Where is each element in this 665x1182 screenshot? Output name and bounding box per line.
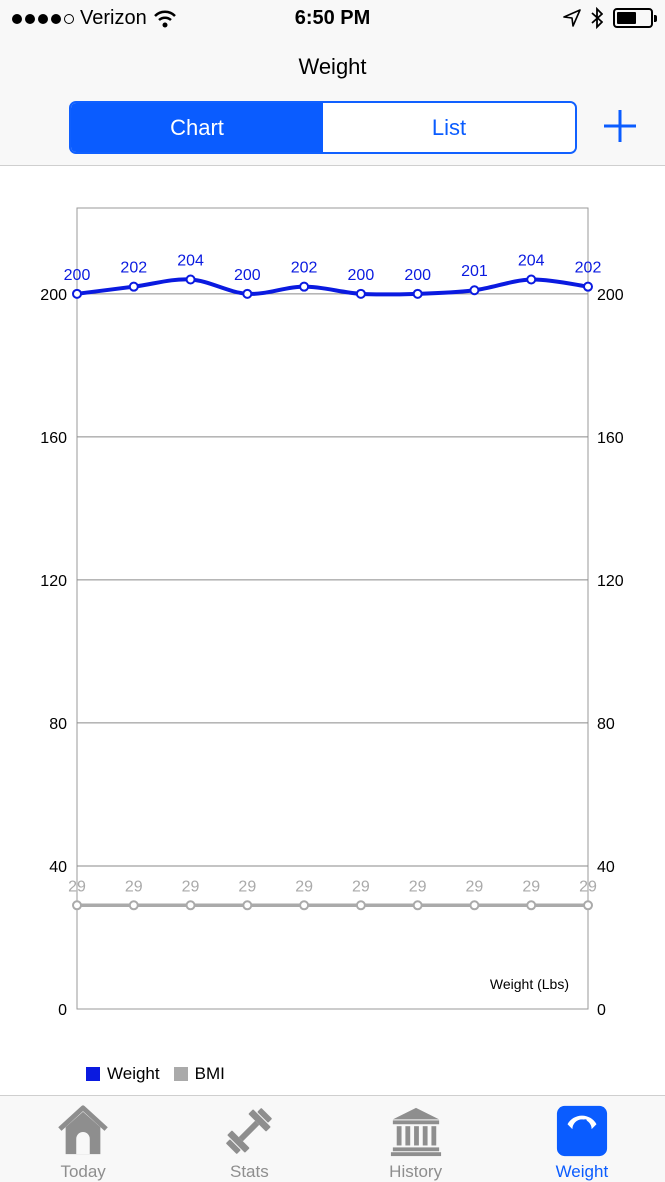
house-icon: [55, 1104, 111, 1158]
data-point-weight: [243, 290, 251, 298]
data-point-bmi: [130, 901, 138, 909]
data-point-weight: [584, 283, 592, 291]
navigation-bar: Weight Chart List: [0, 40, 665, 166]
tab-weight[interactable]: Weight: [499, 1096, 665, 1182]
data-label-weight: 200: [234, 267, 261, 284]
legend-item-bmi: BMI: [174, 1064, 225, 1084]
data-point-bmi: [470, 901, 478, 909]
data-point-bmi: [414, 901, 422, 909]
weight-chart: 0 0 40 40 80 80 120 120 160 160 200 200 Weight (Lbs)…: [0, 167, 665, 1097]
data-label-weight: 204: [518, 253, 545, 270]
page-title: Weight: [0, 54, 665, 80]
data-label-bmi: 29: [352, 878, 370, 895]
data-label-weight: 200: [64, 267, 91, 284]
chart-legend: Weight BMI: [86, 1064, 233, 1084]
data-point-bmi: [527, 901, 535, 909]
data-point-bmi: [300, 901, 308, 909]
data-label-weight: 202: [575, 260, 602, 277]
series-line-weight: [77, 279, 588, 294]
legend-label: BMI: [195, 1064, 225, 1084]
data-point-bmi: [243, 901, 251, 909]
y-tick-label-right: 40: [597, 859, 615, 876]
tab-today[interactable]: Today: [0, 1096, 166, 1182]
y-tick-label-left: 40: [49, 859, 67, 876]
tab-history[interactable]: History: [333, 1096, 499, 1182]
y-tick-label-right: 80: [597, 716, 615, 733]
view-segmented-control[interactable]: Chart List: [69, 101, 577, 154]
data-label-weight: 201: [461, 263, 488, 280]
data-label-weight: 200: [348, 267, 375, 284]
data-label-weight: 202: [120, 260, 147, 277]
scale-icon: [554, 1104, 610, 1158]
y-tick-label-left: 80: [49, 716, 67, 733]
chart-annotation: Weight (Lbs): [490, 976, 569, 992]
data-label-bmi: 29: [409, 878, 427, 895]
add-entry-button[interactable]: [600, 106, 640, 146]
data-label-bmi: 29: [466, 878, 484, 895]
legend-swatch-bmi: [174, 1067, 188, 1081]
bank-icon: [388, 1104, 444, 1158]
data-label-weight: 202: [291, 260, 318, 277]
data-point-bmi: [584, 901, 592, 909]
data-point-weight: [300, 283, 308, 291]
y-tick-label-right: 120: [597, 573, 624, 590]
dumbbell-icon: [221, 1104, 277, 1158]
data-point-weight: [470, 286, 478, 294]
tab-bar: Today Stats History: [0, 1095, 665, 1182]
data-point-bmi: [357, 901, 365, 909]
data-point-weight: [130, 283, 138, 291]
legend-item-weight: Weight: [86, 1064, 160, 1084]
data-label-weight: 200: [404, 267, 431, 284]
bluetooth-icon: [591, 7, 603, 29]
data-point-weight: [357, 290, 365, 298]
tab-label: Weight: [556, 1162, 609, 1182]
data-point-weight: [187, 276, 195, 284]
data-label-bmi: 29: [522, 878, 540, 895]
location-icon: [563, 9, 581, 27]
data-point-weight: [73, 290, 81, 298]
tab-label: Today: [60, 1162, 105, 1182]
tab-stats[interactable]: Stats: [166, 1096, 332, 1182]
data-label-bmi: 29: [579, 878, 597, 895]
y-tick-label-right: 160: [597, 430, 624, 447]
tab-label: History: [389, 1162, 442, 1182]
y-tick-label-left: 0: [58, 1002, 67, 1019]
battery-icon: [613, 8, 653, 28]
data-point-weight: [414, 290, 422, 298]
y-tick-label-left: 200: [40, 287, 67, 304]
data-point-bmi: [187, 901, 195, 909]
plot-frame: [77, 208, 588, 1009]
data-label-bmi: 29: [68, 878, 86, 895]
segment-chart[interactable]: Chart: [71, 103, 323, 152]
legend-swatch-weight: [86, 1067, 100, 1081]
segment-list[interactable]: List: [323, 103, 575, 152]
data-label-bmi: 29: [182, 878, 200, 895]
tab-label: Stats: [230, 1162, 269, 1182]
y-tick-label-right: 0: [597, 1002, 606, 1019]
status-bar: Verizon 6:50 PM: [0, 0, 665, 40]
y-tick-label-left: 160: [40, 430, 67, 447]
data-label-bmi: 29: [295, 878, 313, 895]
y-tick-label-left: 120: [40, 573, 67, 590]
data-label-bmi: 29: [125, 878, 143, 895]
data-label-bmi: 29: [238, 878, 256, 895]
data-point-weight: [527, 276, 535, 284]
y-tick-label-right: 200: [597, 287, 624, 304]
legend-label: Weight: [107, 1064, 160, 1084]
data-point-bmi: [73, 901, 81, 909]
data-label-weight: 204: [177, 253, 204, 270]
